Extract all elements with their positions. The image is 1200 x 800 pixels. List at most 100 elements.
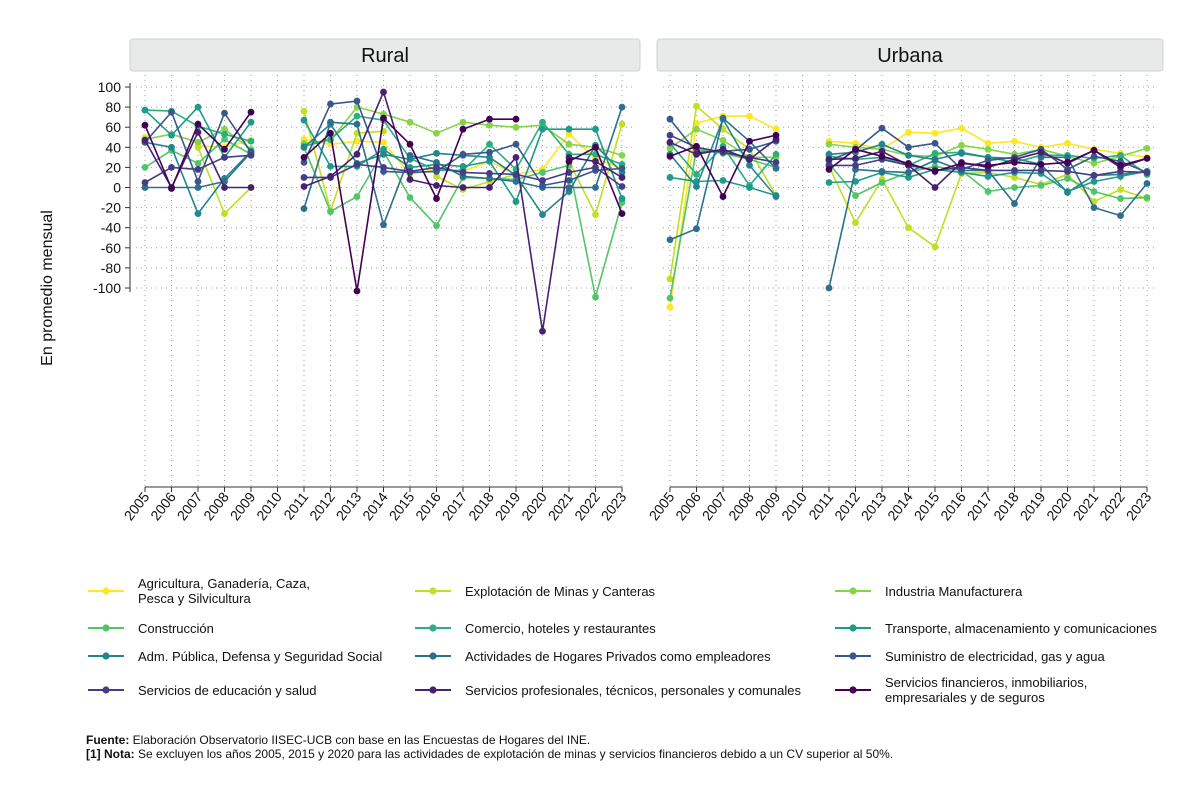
data-point — [327, 162, 334, 170]
x-tick-label: 2016 — [937, 489, 969, 524]
data-point — [300, 174, 308, 181]
data-point — [1090, 146, 1098, 154]
data-point — [141, 184, 149, 191]
x-tick-label: 2012 — [306, 489, 338, 524]
legend-item: Adm. Pública, Defensa y Seguridad Social — [88, 649, 382, 664]
legend-item: Industria Manufacturera — [835, 584, 1023, 599]
data-point — [958, 141, 965, 149]
legend-item: Servicios financieros, inmobiliarios, emp… — [835, 675, 1087, 705]
data-point — [406, 118, 414, 126]
data-point — [666, 303, 674, 311]
data-point — [194, 178, 202, 185]
y-tick-label: -100 — [93, 280, 121, 296]
data-point — [772, 125, 780, 133]
data-point — [486, 148, 493, 156]
y-tick-label: -80 — [101, 260, 121, 276]
data-point — [512, 140, 520, 148]
x-tick-label: 2005 — [121, 489, 153, 524]
data-point — [772, 131, 780, 139]
data-point — [300, 158, 308, 166]
data-point — [539, 327, 546, 335]
x-tick-label: 2015 — [386, 489, 418, 524]
data-point — [327, 129, 334, 137]
data-point — [433, 195, 440, 202]
data-point — [1064, 175, 1071, 182]
data-point — [194, 138, 202, 146]
data-point — [141, 136, 149, 144]
x-tick-label: 2019 — [1017, 489, 1049, 524]
data-point — [746, 155, 753, 163]
data-point — [825, 284, 833, 292]
x-tick-label: 2015 — [911, 489, 943, 524]
data-point — [592, 211, 599, 219]
data-point — [825, 166, 833, 173]
data-point — [1064, 168, 1071, 175]
data-point — [931, 184, 939, 191]
data-point — [905, 169, 912, 176]
data-point — [984, 173, 992, 180]
x-tick-label: 2008 — [200, 489, 232, 524]
x-tick-label: 2010 — [253, 489, 285, 524]
data-point — [353, 112, 361, 120]
data-point — [194, 120, 202, 128]
data-point — [512, 115, 520, 123]
data-point — [433, 222, 440, 230]
data-point — [666, 152, 674, 160]
data-point — [1011, 200, 1018, 207]
data-point — [931, 149, 939, 157]
data-point — [1090, 178, 1098, 185]
data-point — [878, 152, 886, 160]
data-point — [194, 103, 202, 111]
data-point — [512, 153, 520, 161]
legend-label: Explotación de Minas y Canteras — [465, 584, 656, 599]
legend-label: Comercio, hoteles y restaurantes — [465, 621, 656, 636]
legend-item: Servicios profesionales, técnicos, perso… — [415, 683, 802, 698]
data-point — [380, 150, 387, 158]
data-point — [693, 125, 700, 133]
x-tick-label: 2018 — [465, 489, 497, 524]
data-point — [300, 183, 308, 190]
y-tick-label: 40 — [105, 139, 121, 155]
data-point — [406, 194, 414, 201]
data-point — [353, 160, 361, 168]
legend-item: Comercio, hoteles y restaurantes — [415, 621, 656, 636]
data-point — [1090, 204, 1098, 212]
data-point — [693, 225, 700, 233]
data-point — [666, 174, 674, 181]
legend-item: Servicios de educación y salud — [88, 683, 317, 698]
legend-label: Suministro de electricidad, gas y agua — [885, 649, 1105, 664]
data-point — [931, 243, 939, 251]
y-tick-label: -20 — [101, 200, 121, 216]
panel-header — [656, 38, 1164, 72]
data-point — [1117, 161, 1124, 169]
y-tick-label: 100 — [98, 79, 122, 95]
data-point — [592, 293, 599, 301]
data-point — [666, 131, 674, 139]
series-line — [303, 110, 384, 212]
y-tick-label: 20 — [105, 159, 121, 175]
data-point — [1143, 144, 1151, 152]
data-point — [459, 169, 467, 176]
data-point — [666, 275, 674, 283]
data-point — [693, 183, 700, 190]
data-point — [565, 184, 573, 191]
legend-swatch-marker — [102, 587, 110, 595]
x-tick-label: 2018 — [990, 489, 1022, 524]
data-point — [221, 135, 228, 143]
series-line — [436, 173, 517, 191]
data-point — [878, 124, 886, 132]
legend-item: Construcción — [88, 621, 214, 636]
data-point — [300, 143, 308, 151]
data-point — [565, 125, 573, 133]
data-point — [1011, 174, 1018, 181]
legend-swatch-marker — [429, 686, 437, 694]
data-point — [1143, 180, 1151, 187]
data-point — [221, 145, 228, 153]
data-point — [825, 155, 833, 163]
data-point — [666, 138, 674, 146]
x-tick-label: 2014 — [359, 489, 391, 524]
legend-item: Actividades de Hogares Privados como emp… — [415, 649, 771, 664]
data-point — [565, 130, 573, 138]
panel-urbana: Urbana2005200620072008200920102011201220… — [646, 38, 1164, 524]
